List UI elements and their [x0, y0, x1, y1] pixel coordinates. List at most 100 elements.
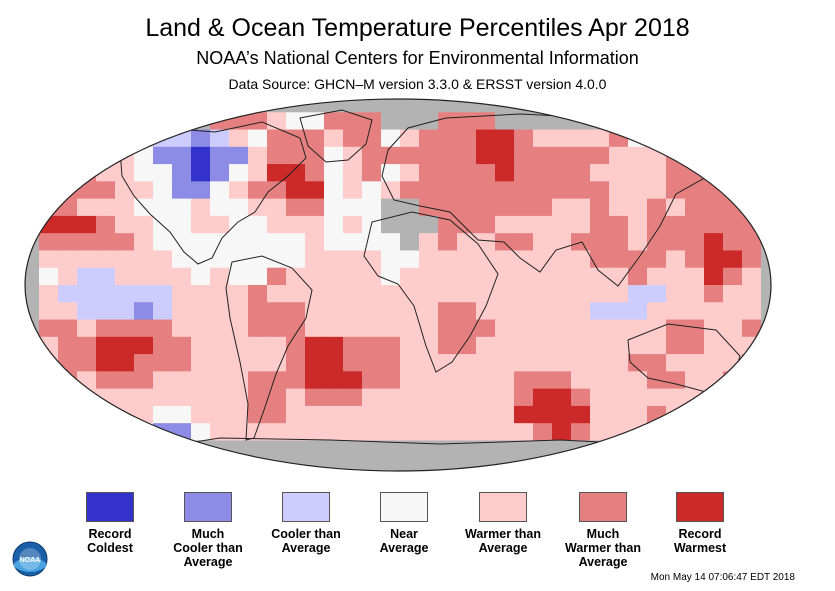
- cell-warmer: [628, 233, 648, 252]
- cell-warmer: [115, 388, 135, 407]
- cell-no-data: [39, 112, 59, 131]
- cell-near-average: [400, 250, 420, 269]
- cell-warmer: [286, 388, 306, 407]
- cell-record-warmest: [552, 423, 572, 442]
- cell-warmer: [362, 423, 382, 442]
- cell-warmer: [571, 319, 591, 338]
- cell-no-data: [761, 164, 771, 182]
- cell-much-warmer: [704, 215, 724, 234]
- cell-much-warmer: [514, 371, 534, 390]
- cell-warmer: [723, 285, 743, 303]
- cell-near-average: [381, 267, 401, 286]
- cell-record-warmest: [286, 164, 306, 182]
- cell-no-data: [685, 457, 705, 471]
- cell-warmer: [191, 215, 211, 234]
- cell-near-average: [153, 198, 173, 217]
- cell-no-data: [39, 99, 59, 113]
- cell-warmer: [419, 233, 439, 252]
- cell-warmer: [609, 285, 629, 303]
- cell-no-data: [39, 440, 59, 459]
- cell-no-data: [191, 457, 211, 471]
- cell-no-data: [761, 354, 771, 372]
- cell-warmer: [590, 405, 610, 424]
- cell-warmer: [647, 267, 667, 286]
- cell-warmer: [723, 302, 743, 321]
- cell-no-data: [134, 99, 154, 113]
- cell-no-data: [25, 250, 40, 269]
- cell-warmer: [210, 405, 230, 424]
- cell-no-data: [25, 164, 40, 182]
- cell-record-warmest: [324, 354, 344, 372]
- cell-warmer: [514, 319, 534, 338]
- cell-much-warmer: [58, 354, 78, 372]
- cell-warmer: [590, 336, 610, 355]
- cell-warmer: [191, 354, 211, 372]
- cell-much-warmer: [742, 423, 762, 442]
- cell-near-average: [324, 164, 344, 182]
- cell-warmer: [381, 181, 401, 200]
- cell-much-warmer: [267, 302, 287, 321]
- cell-no-data: [25, 233, 40, 252]
- cell-warmer: [514, 423, 534, 442]
- cell-warmer: [191, 336, 211, 355]
- cell-warmer: [286, 423, 306, 442]
- cell-warmer: [609, 146, 629, 165]
- cell-much-cooler: [210, 146, 230, 165]
- cell-warmer: [134, 181, 154, 200]
- cell-no-data: [438, 440, 458, 459]
- cell-much-warmer: [438, 164, 458, 182]
- cell-near-average: [172, 198, 192, 217]
- cell-much-warmer: [742, 198, 762, 217]
- cell-warmer: [590, 354, 610, 372]
- cell-much-warmer: [96, 181, 116, 200]
- cell-much-warmer: [514, 233, 534, 252]
- cell-much-warmer: [704, 164, 724, 182]
- cell-warmer: [419, 388, 439, 407]
- cell-no-data: [628, 99, 648, 113]
- cell-warmer: [305, 233, 325, 252]
- cell-much-warmer: [96, 233, 116, 252]
- cell-cooler: [77, 267, 97, 286]
- cell-warmer: [514, 215, 534, 234]
- cell-much-warmer: [438, 233, 458, 252]
- cell-no-data: [400, 215, 420, 234]
- cell-warmer: [305, 250, 325, 269]
- cell-much-warmer: [590, 198, 610, 217]
- cell-warmer: [685, 405, 705, 424]
- cell-warmer: [552, 129, 572, 148]
- cell-warmer: [305, 285, 325, 303]
- cell-cooler: [115, 285, 135, 303]
- cell-no-data: [115, 99, 135, 113]
- cell-much-warmer: [381, 146, 401, 165]
- cell-cooler: [628, 285, 648, 303]
- cell-much-warmer: [77, 233, 97, 252]
- cell-much-warmer: [77, 336, 97, 355]
- legend-swatch: [86, 492, 134, 522]
- cell-much-warmer: [628, 112, 648, 131]
- cell-near-average: [286, 112, 306, 131]
- cell-no-data: [362, 457, 382, 471]
- cell-much-warmer: [343, 354, 363, 372]
- cell-much-warmer: [457, 129, 477, 148]
- cell-warmer: [343, 423, 363, 442]
- cell-warmer: [210, 267, 230, 286]
- cell-much-warmer: [590, 233, 610, 252]
- cell-near-average: [172, 233, 192, 252]
- cell-warmer: [362, 267, 382, 286]
- cell-much-warmer: [723, 388, 743, 407]
- legend-swatch: [380, 492, 428, 522]
- cell-much-warmer: [704, 129, 724, 148]
- cell-record-warmest: [77, 215, 97, 234]
- cell-warmer: [381, 405, 401, 424]
- cell-much-warmer: [305, 164, 325, 182]
- cell-much-warmer: [286, 371, 306, 390]
- cell-much-warmer: [704, 181, 724, 200]
- cell-no-data: [115, 112, 135, 131]
- cell-much-warmer: [362, 164, 382, 182]
- cell-warmer: [704, 388, 724, 407]
- cell-much-warmer: [286, 129, 306, 148]
- cell-no-data: [761, 388, 771, 407]
- cell-near-average: [172, 250, 192, 269]
- cell-much-warmer: [96, 112, 116, 131]
- cell-warmer: [134, 215, 154, 234]
